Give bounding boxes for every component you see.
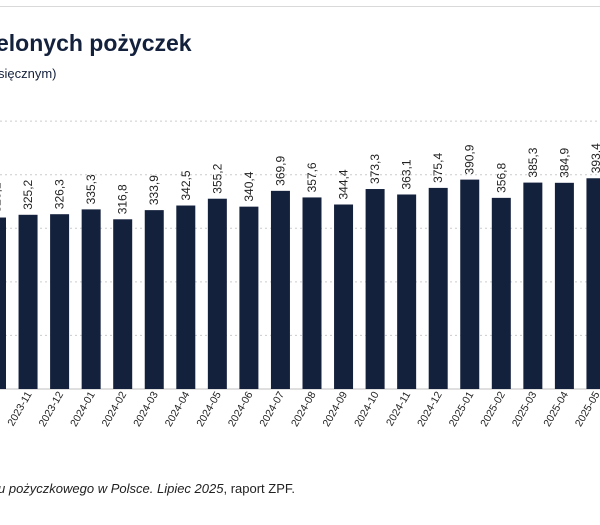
x-tick-label: 2025-02 (478, 389, 508, 429)
bar-2025-01 (460, 179, 480, 389)
x-tick-label: 2024-09 (320, 389, 350, 429)
value-label: 375,4 (431, 153, 445, 183)
x-tick-label: 2024-01 (68, 389, 98, 429)
value-label: 344,4 (337, 169, 351, 199)
source-rest: , raport ZPF. (223, 481, 295, 496)
x-tick-label: 2024-10 (352, 389, 382, 429)
bar-2023-10 (0, 217, 6, 389)
source-italic: u pożyczkowego w Polsce. Lipiec 2025 (0, 481, 224, 496)
x-tick-label: 2024-08 (289, 389, 319, 429)
x-tick-label: 2024-04 (163, 389, 193, 429)
bar-2024-12 (428, 187, 448, 389)
value-label: 390,9 (463, 144, 477, 174)
value-label: 340,4 (242, 171, 256, 201)
x-tick-label: 2024-05 (194, 389, 224, 429)
x-tick-label: 2023-12 (37, 389, 67, 429)
x-tick-label: 2023-10 (0, 389, 3, 429)
x-tick-labels: 2023-10 2023-11 2023-12 2024-01 2024-02 2024-… (0, 389, 600, 429)
value-label: 355,2 (210, 163, 224, 193)
value-labels: 320,1 325,2 326,3 335,3 316,8 333,9 342,5 355,2… (0, 143, 600, 214)
x-tick-label: 2023-11 (5, 389, 34, 428)
bar-2024-07 (270, 190, 290, 389)
bar-2025-03 (523, 182, 543, 389)
bar-2024-02 (113, 219, 133, 389)
value-label: 393,4 (589, 143, 600, 173)
bar-2024-11 (397, 194, 417, 389)
bar-2024-03 (144, 210, 164, 389)
bar-2024-05 (207, 198, 227, 389)
value-label: 363,1 (400, 159, 414, 189)
value-label: 369,9 (273, 155, 287, 185)
value-label: 325,2 (21, 179, 35, 209)
bar-2025-04 (554, 182, 574, 389)
bar-2024-10 (365, 189, 385, 389)
bar-2024-08 (302, 197, 322, 389)
value-label: 333,9 (147, 175, 161, 205)
top-rule (0, 6, 600, 7)
value-label: 320,1 (0, 182, 4, 212)
bar-2023-11 (18, 214, 38, 389)
bar-2024-06 (239, 206, 259, 389)
bar-2025-05 (586, 178, 600, 389)
value-label: 342,5 (179, 170, 193, 200)
source-note: u pożyczkowego w Polsce. Lipiec 2025, ra… (0, 481, 295, 496)
value-label: 384,9 (557, 147, 571, 177)
value-label: 385,3 (526, 147, 540, 177)
x-tick-label: 2024-03 (131, 389, 161, 429)
value-label: 335,3 (84, 174, 98, 204)
x-tick-label: 2025-01 (447, 389, 477, 429)
bar-2023-12 (50, 214, 70, 389)
value-label: 326,3 (53, 179, 67, 209)
value-label: 357,6 (305, 162, 319, 192)
x-tick-label: 2024-06 (226, 389, 256, 429)
bar-2024-09 (334, 204, 354, 389)
x-tick-label: 2025-03 (510, 389, 540, 429)
x-tick-label: 2025-04 (541, 389, 571, 429)
x-tick-label: 2024-12 (415, 389, 445, 429)
bar-2025-02 (491, 197, 511, 389)
value-label: 316,8 (116, 184, 130, 214)
chart-title: elonych pożyczek (0, 30, 192, 56)
value-label: 356,8 (494, 163, 508, 193)
value-label: 373,3 (368, 154, 382, 184)
x-tick-label: 2024-07 (257, 389, 287, 429)
x-tick-label: 2025-05 (573, 389, 600, 429)
bars (0, 178, 600, 389)
bar-2024-04 (176, 205, 196, 389)
chart-subtitle: sięcznym) (0, 66, 57, 81)
bar-2024-01 (81, 209, 101, 389)
x-tick-label: 2024-02 (100, 389, 130, 429)
x-tick-label: 2024-11 (384, 389, 413, 428)
